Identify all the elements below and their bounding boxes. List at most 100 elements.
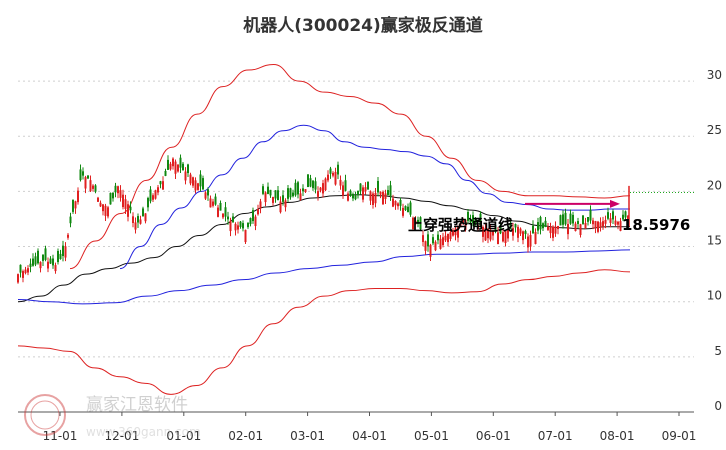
candle-body xyxy=(462,220,464,224)
candle-body xyxy=(527,236,529,248)
candle-body xyxy=(292,192,294,197)
candle-body xyxy=(454,228,457,236)
candle-body xyxy=(247,222,249,228)
y-axis: 0 5 10 15 20 25 30 xyxy=(707,68,722,413)
candle-body xyxy=(534,231,537,244)
candle-body xyxy=(614,220,617,225)
series-inner_lower xyxy=(17,249,631,305)
candle-body xyxy=(157,187,159,193)
candle-body xyxy=(217,207,219,217)
candle-body xyxy=(469,218,472,223)
series-inner_upper xyxy=(119,124,630,270)
candle-body xyxy=(269,189,272,196)
chart-title: 机器人(300024)赢家极反通道 xyxy=(243,15,483,36)
candle-body xyxy=(569,213,572,224)
candle-body xyxy=(34,256,37,265)
candle-body xyxy=(354,195,357,200)
candle-body xyxy=(132,216,134,223)
candle-body xyxy=(627,215,629,222)
candle-body xyxy=(59,253,62,260)
candle-body xyxy=(432,237,434,244)
candle-body xyxy=(297,182,299,195)
candle-body xyxy=(237,225,239,230)
candle-body xyxy=(244,229,247,243)
candle-body xyxy=(449,232,452,239)
candle-body xyxy=(532,225,534,234)
y-tick-label: 15 xyxy=(707,234,722,248)
candle-body xyxy=(214,196,217,205)
candle-body xyxy=(437,234,439,241)
candle-body xyxy=(272,196,274,203)
candle-body xyxy=(167,159,169,170)
candle-body xyxy=(72,199,74,212)
x-axis: 11-01 12-01 01-01 02-01 03-01 04-01 05-01 06-01… xyxy=(18,411,696,443)
candle-body xyxy=(607,212,609,219)
candles xyxy=(17,154,630,284)
candle-body xyxy=(514,224,517,228)
candle-body xyxy=(112,192,114,199)
candle-body xyxy=(164,170,167,176)
candle-body xyxy=(359,183,362,192)
candle-body xyxy=(564,212,567,225)
candle-body xyxy=(284,200,287,208)
candle-body xyxy=(317,191,319,197)
candle-body xyxy=(314,181,317,190)
candle-body xyxy=(517,226,519,238)
candle-body xyxy=(452,230,454,236)
candle-body xyxy=(377,180,379,193)
candle-body xyxy=(397,203,399,207)
candle-body xyxy=(219,203,222,211)
candle-body xyxy=(302,188,304,192)
candle-body xyxy=(182,163,184,171)
candle-body xyxy=(414,220,417,225)
candle-body xyxy=(107,207,109,217)
candle-body xyxy=(604,219,607,224)
candle-body xyxy=(24,269,27,274)
candle-body xyxy=(79,169,82,181)
candle-body xyxy=(84,177,87,189)
candle-body xyxy=(117,186,119,194)
candle-body xyxy=(149,189,152,202)
candle-body xyxy=(392,198,394,207)
candle-body xyxy=(227,216,229,220)
candle-body xyxy=(439,238,442,249)
candle-body xyxy=(27,268,29,273)
candle-body xyxy=(587,217,589,222)
candle-body xyxy=(144,213,147,222)
candle-body xyxy=(172,158,174,167)
candle-body xyxy=(324,178,327,191)
y-tick-label: 10 xyxy=(707,289,722,303)
x-tick-label: 01-01 xyxy=(166,429,201,443)
candle-body xyxy=(362,187,364,200)
candle-body xyxy=(419,217,422,230)
candle-body xyxy=(54,265,57,272)
candle-body xyxy=(447,233,449,243)
candle-body xyxy=(69,216,72,224)
candle-body xyxy=(257,209,259,215)
candle-body xyxy=(62,245,64,257)
candle-body xyxy=(549,226,552,234)
candle-body xyxy=(337,164,339,175)
candle-body xyxy=(127,204,129,217)
candle-body xyxy=(502,232,504,242)
candle-body xyxy=(399,199,402,206)
candle-body xyxy=(342,185,344,196)
candle-body xyxy=(547,226,549,230)
candle-body xyxy=(529,235,532,247)
candle-body xyxy=(349,190,352,196)
candle-body xyxy=(94,185,97,192)
candle-body xyxy=(552,226,554,238)
candle-body xyxy=(312,180,314,189)
candle-body xyxy=(309,178,312,187)
candle-body xyxy=(504,230,507,243)
y-tick-label: 30 xyxy=(707,68,722,82)
candle-body xyxy=(347,193,349,201)
candle-body xyxy=(137,216,139,223)
candle-body xyxy=(304,189,307,192)
candle-body xyxy=(329,168,332,174)
candle-body xyxy=(519,228,522,234)
candle-body xyxy=(267,186,269,194)
candle-body xyxy=(434,241,437,251)
candle-body xyxy=(479,213,482,227)
candle-body xyxy=(597,221,599,232)
